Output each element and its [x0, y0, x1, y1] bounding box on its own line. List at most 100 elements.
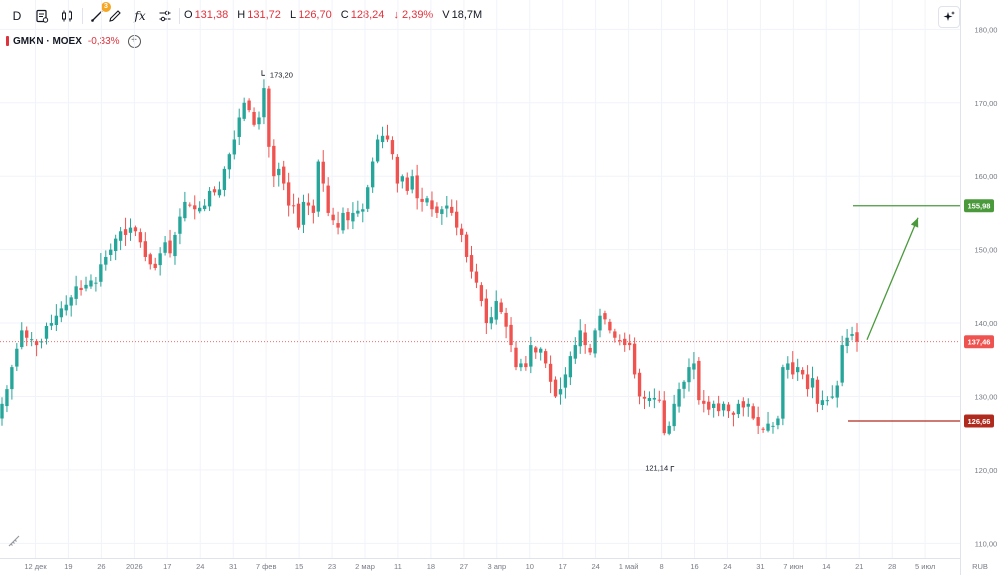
candle-body	[751, 406, 755, 419]
time-axis[interactable]: 12 дек 19 26 2026 17 24 31 7 фев 15 23 2 мар 11 18 27…	[0, 558, 988, 572]
x-tick-label: 11	[394, 562, 402, 571]
volume-value: 18,7M	[451, 9, 483, 21]
candle-body	[301, 201, 306, 225]
price-badge-label: 126,66	[968, 417, 991, 426]
price-axis[interactable]: 110,00 120,00 130,00 140,00 150,00 160,00 170,…	[960, 0, 998, 575]
candle-body	[855, 332, 859, 342]
candle-body	[548, 363, 553, 382]
formula-button[interactable]: fx	[129, 5, 151, 27]
x-tick-label: 5 июл	[915, 562, 935, 571]
candle-body	[450, 206, 454, 213]
candle-body	[534, 347, 538, 353]
candle-body	[425, 198, 429, 203]
high-value: 131,72	[247, 9, 281, 21]
indicators-button[interactable]	[31, 5, 53, 27]
candle-body	[440, 209, 444, 214]
candle-body	[99, 264, 103, 282]
x-tick-label: 14	[822, 562, 830, 571]
candle-body	[212, 189, 217, 193]
x-tick-label: 16	[690, 562, 698, 571]
candle-body	[613, 331, 617, 338]
x-tick-label: 2 мар	[355, 562, 375, 571]
candle-body	[257, 117, 261, 125]
candle-body	[840, 345, 844, 383]
pencil-button[interactable]	[104, 5, 126, 27]
candle-body	[711, 403, 716, 408]
forecast-arrow-shaft	[866, 217, 919, 340]
candle-body	[618, 340, 622, 342]
candle-body	[242, 102, 246, 119]
candle-body	[588, 347, 592, 353]
candle-body	[84, 284, 88, 289]
candle-body	[459, 228, 464, 235]
candle-body	[193, 205, 197, 210]
candle-body	[173, 234, 177, 257]
y-tick-label: 130,00	[975, 392, 998, 401]
candle-body	[272, 145, 276, 177]
sparkle-icon	[943, 11, 955, 21]
fx-icon: fx	[134, 9, 146, 23]
interval-button[interactable]: D	[6, 5, 28, 27]
candle-body	[662, 400, 666, 434]
candle-body	[326, 185, 330, 213]
candle-body	[79, 287, 83, 291]
drawing-tools-icon	[91, 10, 103, 22]
candle-body	[721, 403, 726, 411]
candle-body	[632, 343, 637, 375]
price-badge-target-up	[964, 199, 994, 213]
candle-body	[128, 227, 133, 233]
candle-body	[430, 200, 434, 210]
candle-body	[351, 212, 355, 222]
candle-body	[306, 202, 311, 206]
candle-body	[435, 206, 439, 213]
candle-body	[598, 315, 602, 331]
candle-body	[178, 216, 182, 234]
candle-body	[494, 301, 498, 320]
candle-body	[805, 374, 810, 390]
candle-body	[202, 205, 207, 210]
ruler-icon[interactable]	[6, 533, 22, 549]
candle-body	[29, 339, 34, 341]
grid-lines	[0, 0, 960, 558]
candle-body	[64, 304, 68, 311]
y-tick-label: 110,00	[975, 539, 997, 548]
ai-assistant-button[interactable]	[938, 6, 960, 28]
candle-body	[395, 156, 400, 184]
candle-body	[736, 403, 741, 415]
candle-body	[835, 385, 839, 398]
candle-body	[168, 240, 172, 254]
candle-body	[44, 325, 49, 339]
x-tick-label: 19	[64, 562, 72, 571]
x-tick-label: 17	[163, 562, 171, 571]
x-tick-label: 24	[723, 562, 731, 571]
open-value: 131,38	[194, 9, 229, 21]
candle-body	[217, 189, 222, 196]
interval-label: D	[12, 9, 22, 23]
candle-body	[657, 399, 661, 401]
x-tick-label: 24	[591, 562, 599, 571]
candle-body	[138, 232, 143, 243]
chart-type-button[interactable]	[56, 5, 78, 27]
candle-body	[74, 286, 78, 299]
symbol-name[interactable]: GMKN · MOEX	[13, 35, 82, 47]
symbol-change: -0,33%	[87, 35, 120, 47]
x-tick-label: 23	[328, 562, 336, 571]
drawing-tools-button[interactable]: 3	[86, 2, 111, 27]
drawing-count-badge: 3	[101, 2, 111, 12]
candle-body	[445, 205, 449, 209]
candle-body	[227, 154, 232, 170]
candle-body	[0, 403, 4, 419]
candle-body	[850, 334, 854, 336]
candle-body	[341, 212, 345, 231]
top-toolbar: D 3 fx	[0, 0, 960, 32]
candle-body	[415, 175, 419, 199]
x-tick-label: 1 май	[619, 562, 639, 571]
candle-body	[766, 423, 770, 431]
candle-body	[469, 255, 474, 272]
x-tick-label: 12 дек	[24, 562, 47, 571]
candle-body	[652, 397, 657, 400]
candle-body	[825, 400, 830, 402]
candle-body	[163, 242, 167, 253]
candle-body	[39, 341, 44, 343]
